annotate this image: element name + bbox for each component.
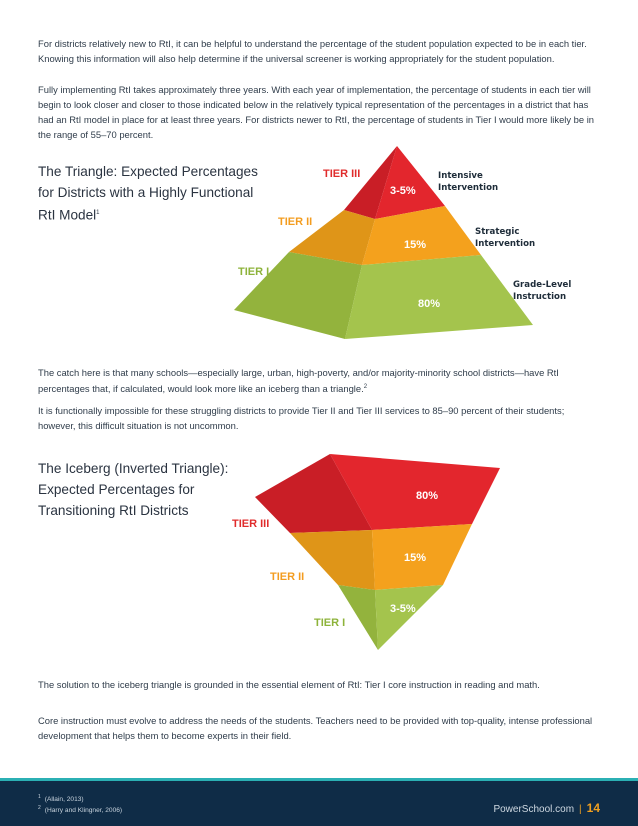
iceberg-figure: TIER III TIER II TIER I 80% 15% 3-5% — [0, 448, 638, 658]
iceberg-tier-2-percent: 15% — [404, 552, 426, 564]
footnote-2-number: 2 — [38, 805, 41, 811]
iceberg-tier-2-right-face — [372, 524, 472, 590]
pyramid-tier-2-percent: 15% — [404, 239, 426, 251]
side-label-grade-level-2: Instruction — [513, 292, 566, 302]
intro-paragraph-2: Fully implementing RtI takes approximate… — [38, 84, 594, 140]
footnote-1-text: (Allain, 2013) — [44, 796, 84, 804]
middle-paragraph-1-text: The catch here is that many schools—espe… — [38, 367, 559, 395]
iceberg-tier-1-right-face — [375, 585, 443, 650]
pyramid-svg: TIER III TIER II TIER I 3-5% 15% 80% Int… — [234, 146, 571, 339]
page-number: 14 — [586, 801, 600, 815]
footer-brand: PowerSchool.com | 14 — [493, 801, 600, 815]
pyramid-tier-2-label: TIER II — [278, 216, 312, 228]
brand-separator: | — [579, 804, 582, 815]
iceberg-heading: The Iceberg (Inverted Triangle): Expecte… — [38, 461, 229, 518]
brand-link[interactable]: PowerSchool.com — [493, 804, 575, 815]
pyramid-tier-2-left-face — [289, 210, 375, 265]
middle-paragraph-1: The catch here is that many schools—espe… — [38, 365, 598, 396]
iceberg-tier-3-percent: 80% — [416, 490, 438, 502]
pyramid-tier-3-right-face — [375, 146, 445, 219]
footer — [0, 781, 638, 826]
iceberg-tier-2-left-face — [290, 530, 375, 590]
pyramid-tier-3-left-face — [344, 146, 397, 219]
pyramid-tier-1-right-face — [345, 255, 533, 339]
iceberg-tier-1-percent: 3-5% — [390, 603, 416, 615]
footnote-ref-1: 1 — [96, 210, 100, 216]
side-label-intensive-2: Intervention — [438, 183, 498, 193]
closing-paragraph-1: The solution to the iceberg triangle is … — [38, 679, 540, 690]
footnote-1-number: 1 — [38, 794, 41, 800]
pyramid-tier-3-percent: 3-5% — [390, 185, 416, 197]
triangle-heading-text: The Triangle: Expected Percentages for D… — [38, 164, 258, 223]
side-label-strategic-2: Intervention — [475, 239, 535, 249]
triangle-figure: TIER III TIER II TIER I 3-5% 15% 80% Int… — [0, 140, 638, 350]
pyramid-tier-2-right-face — [362, 206, 481, 265]
pyramid-tier-1-label: TIER I — [238, 266, 269, 278]
footnote-ref-2: 2 — [363, 384, 368, 390]
side-label-intensive: Intensive — [438, 171, 483, 181]
middle-paragraph-2: It is functionally impossible for these … — [38, 405, 565, 431]
footer-accent-line — [0, 778, 638, 781]
footnote-1: 1 (Allain, 2013) — [38, 794, 84, 803]
footnote-2: 2 (Harry and Klingner, 2006) — [38, 805, 122, 814]
pyramid-tier-3-label: TIER III — [323, 168, 360, 180]
iceberg-svg: TIER III TIER II TIER I 80% 15% 3-5% — [232, 454, 500, 650]
footnote-2-text: (Harry and Klingner, 2006) — [44, 807, 123, 815]
intro-paragraph-1: For districts relatively new to RtI, it … — [38, 38, 587, 64]
pyramid-tier-1-left-face — [234, 252, 362, 339]
triangle-heading: The Triangle: Expected Percentages for D… — [38, 161, 268, 226]
iceberg-tier-3-right-face — [330, 454, 500, 530]
iceberg-tier-1-left-face — [338, 585, 378, 650]
iceberg-tier-1-label: TIER I — [314, 617, 345, 629]
pyramid-tier-1-percent: 80% — [418, 298, 440, 310]
iceberg-tier-3-label: TIER III — [232, 518, 269, 530]
iceberg-tier-2-label: TIER II — [270, 571, 304, 583]
side-label-grade-level: Grade-Level — [513, 280, 571, 290]
closing-paragraph-2: Core instruction must evolve to address … — [38, 715, 593, 741]
side-label-strategic: Strategic — [475, 227, 519, 237]
iceberg-tier-3-left-face — [255, 454, 372, 533]
